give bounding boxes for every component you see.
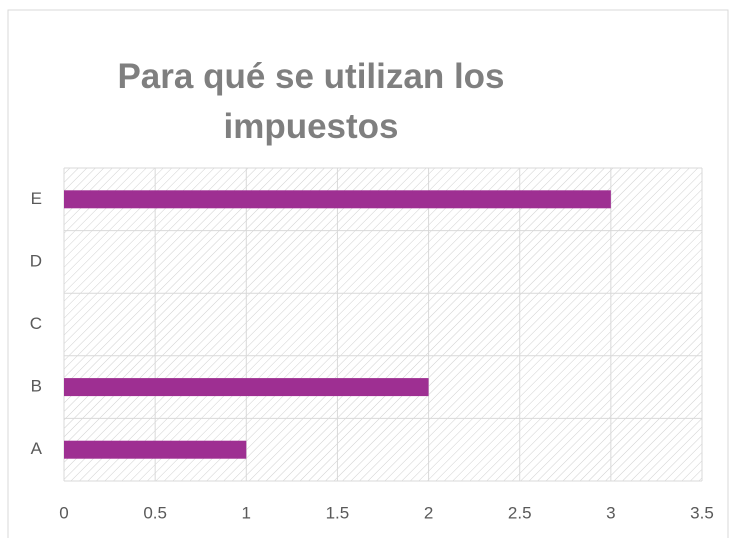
y-tick-label: B	[31, 377, 42, 396]
x-tick-label: 1	[242, 503, 251, 522]
y-tick-label: C	[30, 314, 42, 333]
bar	[64, 440, 247, 459]
y-tick-label: E	[31, 189, 42, 208]
x-tick-label: 2	[424, 503, 433, 522]
bar	[64, 190, 611, 209]
y-tick-label: D	[30, 251, 42, 270]
y-tick-label: A	[31, 439, 43, 458]
x-tick-label: 1.5	[326, 503, 350, 522]
x-tick-label: 0.5	[143, 503, 167, 522]
x-tick-label: 2.5	[508, 503, 532, 522]
chart-frame	[7, 9, 729, 538]
x-tick-label: 0	[59, 503, 68, 522]
bar	[64, 378, 429, 397]
plot-area	[64, 168, 702, 481]
chart-title: Para qué se utilizan los impuestos	[117, 57, 505, 146]
x-tick-label: 3.5	[690, 503, 714, 522]
x-tick-label: 3	[606, 503, 615, 522]
